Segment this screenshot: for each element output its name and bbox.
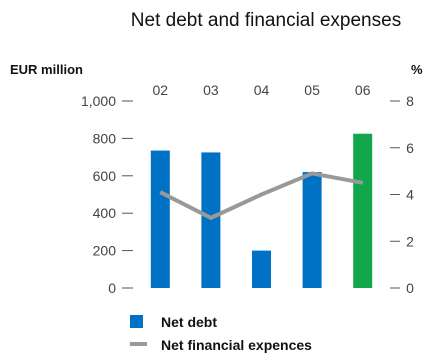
left-axis-unit-label: EUR million: [10, 62, 83, 77]
bar-net-debt: [150, 150, 170, 288]
bar-net-debt: [353, 133, 373, 288]
legend-swatch-net-financial-expences: [130, 342, 147, 346]
bar-net-debt: [201, 152, 221, 288]
line-net-financial-expenses: [159, 171, 364, 221]
category-label: 04: [254, 82, 270, 98]
category-label: 05: [304, 82, 320, 98]
left-axis-tick-label: 600: [93, 168, 117, 184]
category-label: 02: [153, 82, 169, 98]
right-axis-tick-label: 0: [406, 280, 414, 296]
left-axis-tick-label: 800: [93, 130, 117, 146]
right-axis-unit-label: %: [411, 62, 423, 77]
left-axis-tick-label: 1,000: [81, 93, 116, 109]
left-axis-tick-label: 200: [93, 243, 117, 259]
right-axis-tick-label: 4: [406, 187, 414, 203]
legend-label-net-financial-expences: Net financial expences: [161, 337, 312, 353]
legend-label-net-debt: Net debt: [161, 314, 217, 330]
category-label: 06: [355, 82, 371, 98]
line-point: [362, 182, 364, 184]
left-axis-tick-label: 0: [108, 280, 116, 296]
line-point: [311, 172, 313, 174]
chart-title: Net debt and financial expenses: [131, 10, 401, 31]
legend: Net debt Net financial expences: [130, 314, 312, 353]
bar-net-debt: [302, 172, 322, 288]
left-axis-tick-label: 400: [93, 205, 117, 221]
bar-net-debt: [252, 250, 271, 288]
legend-swatch-net-debt: [130, 315, 143, 328]
right-axis-tick-label: 6: [406, 140, 414, 156]
right-axis-tick-label: 8: [406, 93, 414, 109]
right-axis-tick-label: 2: [406, 233, 414, 249]
line-point: [210, 217, 212, 219]
line-point: [261, 194, 262, 195]
category-label: 03: [203, 82, 219, 98]
line-point: [159, 191, 161, 193]
